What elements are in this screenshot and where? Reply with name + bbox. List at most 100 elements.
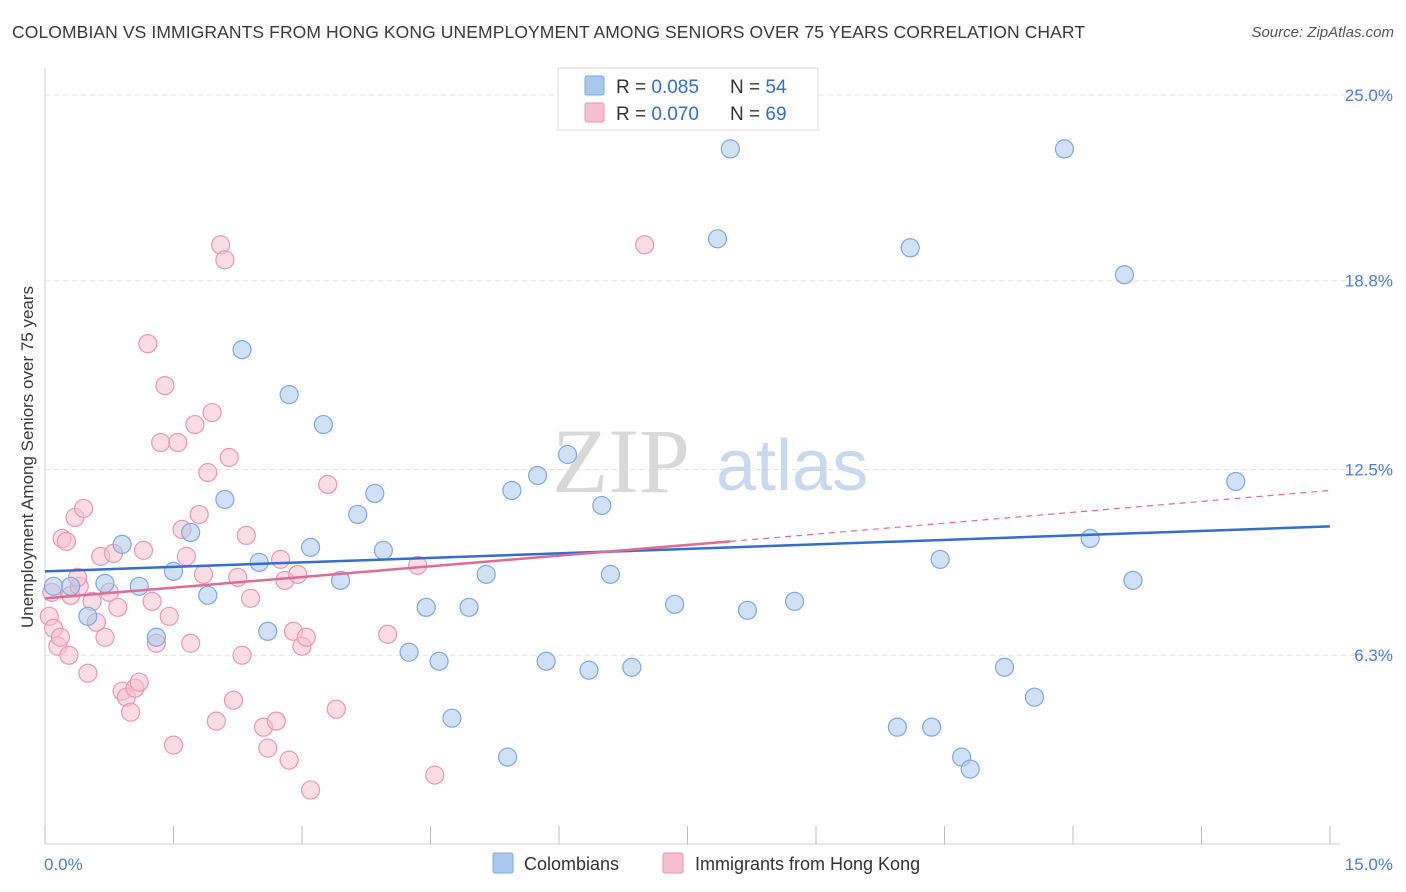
colombians-point-17 <box>330 570 351 590</box>
watermark: ZIP atlas <box>552 410 868 512</box>
legend-r-label-2: R = <box>616 104 651 125</box>
y-tick-label-0: 6.3% <box>1354 646 1393 665</box>
colombians-point-34 <box>600 564 621 584</box>
watermark-zip: ZIP <box>552 410 690 512</box>
colombians-point-11 <box>232 340 252 360</box>
colombians-point-13 <box>258 621 278 641</box>
colombians-point-38 <box>720 139 740 159</box>
hong-kong-point-30 <box>168 432 188 453</box>
colombians-point-7 <box>163 561 184 581</box>
colombians-point-43 <box>922 717 942 737</box>
colombians-point-0 <box>43 576 64 596</box>
hong-kong-point-37 <box>198 462 218 483</box>
colombians-point-30 <box>536 651 556 671</box>
colombians-point-2 <box>78 606 98 626</box>
x-tick-label-max: 15.0% <box>1345 855 1393 874</box>
hong-kong-point-35 <box>189 504 209 525</box>
hong-kong-point-26 <box>151 432 171 453</box>
hong-kong-point-23 <box>138 334 158 354</box>
hong-kong-point-9 <box>78 663 98 683</box>
y-tick-label-3: 25.0% <box>1345 86 1393 105</box>
svg-text:R = 0.085: R = 0.085 <box>616 77 699 98</box>
hong-kong-point-59 <box>318 474 338 495</box>
colombians-point-12 <box>249 552 269 572</box>
y-axis-title: Unemployment Among Seniors over 75 years <box>18 286 37 628</box>
hong-kong-point-19 <box>121 702 141 722</box>
colombians-point-46 <box>960 759 980 779</box>
legend-r-value-1: 0.085 <box>651 77 699 98</box>
hong-kong-point-22 <box>133 540 154 560</box>
hong-kong-point-33 <box>181 633 201 653</box>
colombians-point-31 <box>557 444 578 465</box>
tick-labels: 6.3% 12.5% 18.8% 25.0% 0.0% 15.0% <box>44 86 1393 874</box>
hong-kong-point-67 <box>59 645 79 665</box>
legend-n-label-2: N = <box>730 104 765 125</box>
colombians-point-33 <box>592 495 612 516</box>
legend-r-label-1: R = <box>616 77 651 98</box>
colombians-point-49 <box>1054 139 1075 159</box>
hong-kong-point-55 <box>288 564 308 584</box>
y-tick-label-2: 18.8% <box>1345 272 1393 291</box>
legend-r-value-2: 0.070 <box>651 104 699 125</box>
hong-kong-point-8 <box>73 498 94 519</box>
trend-line-colombians <box>44 525 1331 573</box>
colombians-point-16 <box>313 414 334 435</box>
colombians-point-18 <box>348 504 368 525</box>
bottom-legend-swatch-hong-kong <box>662 852 684 874</box>
legend-n-label-1: N = <box>730 77 765 98</box>
watermark-atlas: atlas <box>716 426 868 506</box>
bottom-legend-swatch-colombians <box>492 852 514 874</box>
correlation-legend: R = 0.085 N = 54 R = 0.070 N = 69 <box>557 67 819 131</box>
colombians-point-28 <box>502 480 522 501</box>
legend-swatch-blue <box>584 75 605 96</box>
colombians-point-1 <box>61 576 81 596</box>
colombians-point-39 <box>737 600 758 620</box>
trend-line-hong-kong <box>44 540 731 600</box>
colombians-point-8 <box>181 522 201 543</box>
colombians-point-15 <box>300 537 321 557</box>
colombians-point-3 <box>95 573 115 593</box>
hong-kong-point-53 <box>279 750 299 770</box>
colombians-point-27 <box>498 747 518 767</box>
colombians-point-6 <box>146 627 166 647</box>
colombians-point-20 <box>373 540 393 560</box>
colombians-point-4 <box>112 534 132 554</box>
colombians-point-42 <box>900 238 920 258</box>
colombians-point-14 <box>279 384 299 405</box>
colombians-point-5 <box>129 576 149 596</box>
colombians-point-53 <box>1226 471 1246 492</box>
colombians-point-32 <box>579 660 599 680</box>
colombians-point-47 <box>994 657 1015 677</box>
hong-kong-point-36 <box>193 564 214 584</box>
hong-kong-point-57 <box>296 627 316 647</box>
hong-kong-point-46 <box>236 525 256 546</box>
hong-kong-point-27 <box>155 376 175 396</box>
hong-kong-point-29 <box>163 735 184 755</box>
y-tick-label-1: 12.5% <box>1345 460 1393 479</box>
colombians-point-35 <box>622 657 642 677</box>
grid-lines <box>45 94 1390 656</box>
hong-kong-point-41 <box>215 250 235 270</box>
hong-kong-point-39 <box>206 711 226 731</box>
colombians-point-24 <box>442 708 462 728</box>
hong-kong-point-45 <box>232 645 252 665</box>
axes <box>44 68 1340 845</box>
hong-kong-point-66 <box>50 627 71 647</box>
colombians-point-22 <box>416 597 436 617</box>
hong-kong-point-28 <box>159 606 179 626</box>
colombians-point-52 <box>1123 570 1143 590</box>
colombians-point-48 <box>1024 687 1045 707</box>
trend-lines <box>44 489 1331 600</box>
colombians-point-44 <box>930 549 950 569</box>
colombians-point-21 <box>399 642 419 662</box>
chart-title: COLOMBIAN VS IMMIGRANTS FROM HONG KONG U… <box>12 22 1086 42</box>
bottom-legend-label-colombians: Colombians <box>524 854 619 874</box>
hong-kong-point-47 <box>241 588 261 608</box>
legend-n-value-1: 54 <box>765 77 787 98</box>
colombians-point-23 <box>429 651 449 671</box>
colombians-point-10 <box>215 489 235 510</box>
hong-kong-point-60 <box>326 699 346 719</box>
series-legend: Colombians Immigrants from Hong Kong <box>492 852 920 874</box>
colombians-point-41 <box>887 717 907 737</box>
